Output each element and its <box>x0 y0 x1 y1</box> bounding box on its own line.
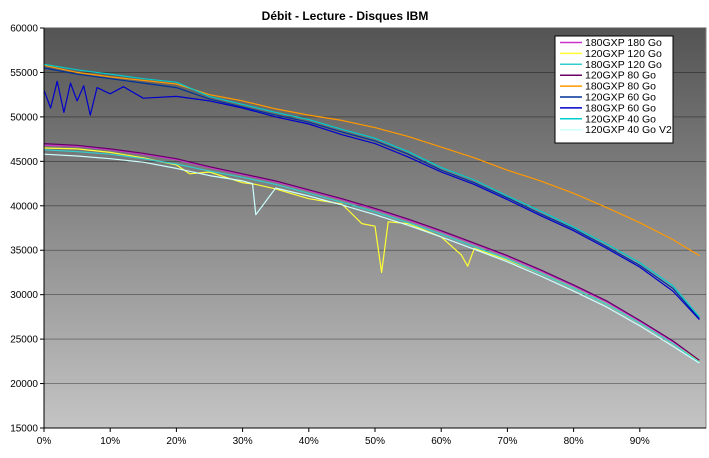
series-lines <box>43 63 700 364</box>
y-tick-label: 20000 <box>10 379 38 390</box>
x-tick-label: 60% <box>431 436 451 447</box>
x-tick-label: 80% <box>564 436 584 447</box>
series-line-5 <box>43 67 700 320</box>
y-tick-label: 25000 <box>10 335 38 346</box>
series-line-6 <box>43 80 700 321</box>
chart-title: Débit - Lecture - Disques IBM <box>262 9 429 23</box>
y-tick-label: 30000 <box>10 290 38 301</box>
y-tick-label: 15000 <box>10 424 38 435</box>
x-tick-label: 40% <box>299 436 319 447</box>
y-tick-label: 55000 <box>10 68 38 79</box>
x-tick-label: 50% <box>365 436 385 447</box>
x-tick-label: 20% <box>166 436 186 447</box>
series-line-8 <box>43 153 700 364</box>
y-tick-label: 35000 <box>10 246 38 257</box>
legend-label: 120GXP 40 Go <box>585 113 656 125</box>
legend-label: 180GXP 60 Go <box>585 102 656 114</box>
y-tick-label: 50000 <box>10 112 38 123</box>
legend-label: 120GXP 60 Go <box>585 92 656 104</box>
x-tick-label: 70% <box>497 436 517 447</box>
legend-label: 180GXP 120 Go <box>585 59 662 71</box>
y-tick-labels: 15000 20000 25000 30000 35000 40000 45000 50000… <box>10 24 44 435</box>
x-tick-label: 30% <box>233 436 253 447</box>
legend-label: 180GXP 80 Go <box>585 81 656 93</box>
series-line-4 <box>43 64 700 257</box>
x-tick-label: 10% <box>100 436 120 447</box>
y-tick-label: 45000 <box>10 157 38 168</box>
y-tick-label: 40000 <box>10 201 38 212</box>
legend-label: 120GXP 80 Go <box>585 70 656 82</box>
series-line-2 <box>43 149 700 363</box>
x-tick-label: 90% <box>630 436 650 447</box>
series-line-0 <box>43 144 700 361</box>
series-line-7 <box>43 63 700 318</box>
series-line-3 <box>43 143 700 361</box>
x-tick-label: 0% <box>37 436 52 447</box>
y-tick-label: 60000 <box>10 24 38 35</box>
legend-label: 180GXP 180 Go <box>585 37 662 49</box>
x-tick-labels: 0% 10% 20% 30% 40% 50% 60% 70% 80% 90% <box>37 428 650 447</box>
legend-label: 120GXP 40 Go V2 <box>585 124 672 136</box>
legend-label: 120GXP 120 Go <box>585 48 662 60</box>
